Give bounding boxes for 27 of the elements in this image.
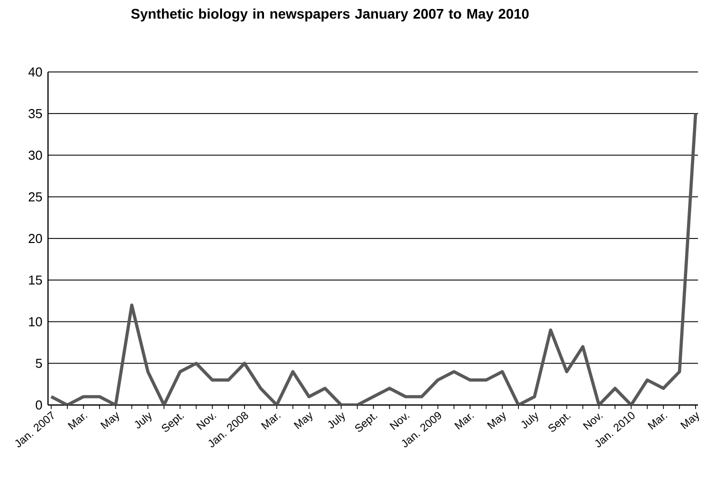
x-tick-label: May — [100, 412, 120, 430]
x-tick-label: Nov. — [582, 413, 603, 430]
x-tick-label: Mar. — [648, 414, 668, 430]
x-tick-label: July — [328, 412, 345, 428]
x-tick-label: Mar. — [454, 414, 474, 430]
chart-title: Synthetic biology in newspapers January 2007 to May 2010 — [131, 8, 529, 22]
x-tick-label: May — [486, 412, 506, 430]
y-tick-label: 30 — [28, 150, 42, 160]
x-tick-label: July — [521, 412, 538, 428]
x-tick-label: May — [680, 412, 699, 430]
x-tick-label: May — [294, 412, 312, 430]
x-tick-label: July — [134, 412, 152, 428]
y-tick-label: 20 — [28, 234, 42, 244]
y-tick-label: 0 — [36, 400, 42, 410]
x-tick-label: Nov. — [196, 413, 216, 430]
y-tick-label: 5 — [36, 358, 42, 368]
y-tick-label: 25 — [28, 192, 42, 202]
x-tick-label: Sept. — [548, 414, 571, 432]
x-tick-label: Mar. — [260, 414, 281, 430]
x-tick-label: Nov. — [390, 413, 410, 430]
x-tick-label: Mar. — [68, 414, 88, 430]
x-tick-label: Sept. — [355, 414, 378, 432]
x-tick-label: Sept. — [162, 414, 184, 432]
y-tick-label: 15 — [29, 276, 42, 285]
y-tick-label: 40 — [28, 67, 42, 77]
y-tick-label: 35 — [28, 109, 42, 118]
y-tick-label: 10 — [29, 317, 42, 326]
